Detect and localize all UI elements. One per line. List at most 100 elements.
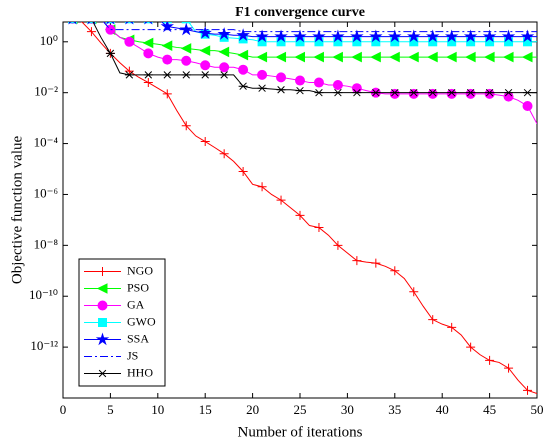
marker	[351, 83, 362, 94]
marker	[407, 29, 421, 43]
marker	[180, 43, 192, 54]
marker	[427, 51, 438, 63]
marker	[87, 22, 96, 25]
marker	[447, 322, 457, 332]
marker	[333, 240, 343, 250]
y-tick-label: 10⁻¹⁰	[29, 287, 58, 302]
marker	[238, 82, 248, 90]
marker	[314, 223, 324, 233]
legend-label: GA	[127, 297, 145, 311]
y-tick-label: 10⁻⁸	[34, 236, 59, 251]
marker	[199, 45, 211, 56]
marker	[485, 355, 495, 365]
marker	[160, 22, 174, 33]
marker	[295, 86, 305, 95]
y-tick-label: 10⁻⁴	[34, 135, 59, 150]
marker	[200, 71, 210, 79]
marker	[427, 88, 438, 99]
marker	[162, 89, 172, 99]
marker	[105, 22, 115, 24]
marker	[275, 51, 287, 63]
marker	[106, 22, 115, 25]
marker	[313, 77, 324, 88]
marker	[98, 267, 107, 276]
y-tick-label: 10⁰	[40, 33, 58, 48]
marker	[144, 22, 153, 25]
series-line	[187, 22, 537, 43]
marker	[95, 332, 110, 346]
marker	[446, 88, 457, 99]
y-tick-label: 10⁻¹²	[30, 338, 58, 353]
marker	[444, 29, 459, 43]
legend-label: JS	[127, 348, 138, 362]
marker	[143, 71, 153, 79]
marker	[371, 258, 381, 268]
marker	[198, 26, 212, 39]
marker	[466, 88, 476, 97]
marker	[503, 91, 514, 102]
marker	[332, 51, 343, 63]
marker	[294, 51, 305, 63]
legend-label: GWO	[127, 314, 156, 328]
marker	[143, 48, 154, 59]
marker	[352, 88, 362, 97]
x-tick-label: 50	[531, 402, 544, 417]
series	[68, 22, 537, 125]
marker	[482, 29, 497, 43]
marker	[219, 62, 230, 73]
marker	[86, 22, 96, 24]
marker	[504, 88, 514, 97]
marker	[200, 137, 210, 147]
marker	[428, 315, 438, 325]
series	[68, 22, 537, 97]
marker	[219, 149, 229, 159]
marker	[181, 55, 192, 66]
marker	[143, 78, 153, 88]
marker	[257, 84, 267, 92]
marker	[389, 51, 400, 63]
marker	[504, 363, 514, 373]
series-line	[160, 22, 537, 38]
marker	[446, 51, 457, 63]
marker	[125, 22, 134, 25]
marker	[162, 54, 173, 65]
x-tick-label: 0	[60, 402, 67, 417]
marker	[256, 51, 268, 63]
marker	[465, 88, 476, 99]
marker	[314, 88, 324, 97]
marker	[332, 80, 343, 91]
marker	[350, 29, 364, 43]
marker	[352, 256, 362, 266]
marker	[218, 46, 230, 58]
marker	[463, 29, 478, 43]
marker	[520, 29, 535, 43]
marker	[124, 36, 135, 47]
x-tick-label: 35	[388, 402, 401, 417]
marker	[390, 266, 400, 276]
marker	[312, 29, 326, 43]
marker	[466, 342, 476, 352]
marker	[426, 29, 440, 43]
series-line	[103, 22, 537, 33]
y-tick-label: 10⁻²	[34, 84, 58, 99]
marker	[236, 28, 250, 42]
marker	[409, 287, 419, 297]
y-tick-label: 10⁻⁶	[34, 185, 58, 200]
marker	[502, 51, 514, 63]
marker	[428, 88, 438, 97]
marker	[485, 88, 495, 97]
marker	[96, 283, 108, 294]
x-tick-label: 40	[436, 402, 449, 417]
marker	[331, 29, 345, 43]
marker	[124, 71, 134, 79]
marker	[181, 71, 191, 79]
marker	[142, 37, 154, 49]
marker	[388, 29, 402, 43]
marker	[390, 88, 400, 97]
legend-label: HHO	[127, 365, 153, 379]
series	[68, 22, 537, 43]
marker	[219, 71, 229, 79]
series	[103, 22, 537, 33]
marker	[143, 22, 153, 24]
